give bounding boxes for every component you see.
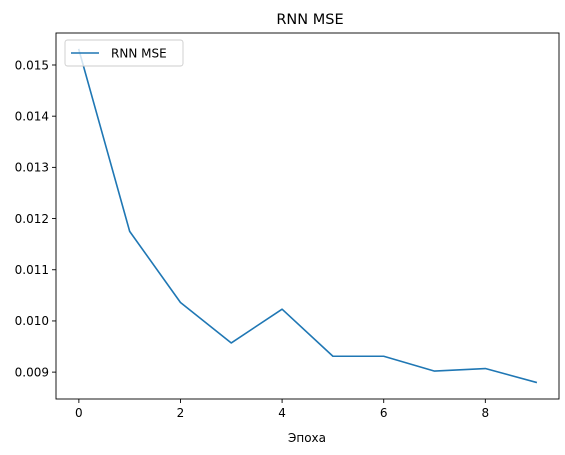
y-tick-label: 0.009 xyxy=(15,365,49,379)
y-tick-label: 0.010 xyxy=(15,314,49,328)
chart-title: RNN MSE xyxy=(276,12,343,28)
axes: 0 2 4 6 8 0.009 0.010 0.011 0.012 0.013 0.014 0.015 xyxy=(15,32,560,420)
x-tick-label: 4 xyxy=(278,406,286,420)
plot-area xyxy=(77,48,538,384)
y-tick-label: 0.012 xyxy=(15,212,49,226)
axes-frame xyxy=(55,32,560,400)
y-tick-label: 0.015 xyxy=(15,58,49,72)
legend: RNN MSE xyxy=(64,39,184,67)
x-tick-label: 2 xyxy=(177,406,185,420)
legend-label-0: RNN MSE xyxy=(111,46,167,60)
y-tick-label: 0.014 xyxy=(15,109,49,123)
y-tick-label: 0.011 xyxy=(15,263,49,277)
legend-box xyxy=(64,39,184,67)
x-axis-title: Эпоха xyxy=(288,431,326,445)
x-tick-label: 6 xyxy=(380,406,388,420)
y-tick-label: 0.013 xyxy=(15,161,49,175)
x-tick-label: 8 xyxy=(482,406,490,420)
series-line-0 xyxy=(77,48,538,384)
x-tick-label: 0 xyxy=(75,406,83,420)
